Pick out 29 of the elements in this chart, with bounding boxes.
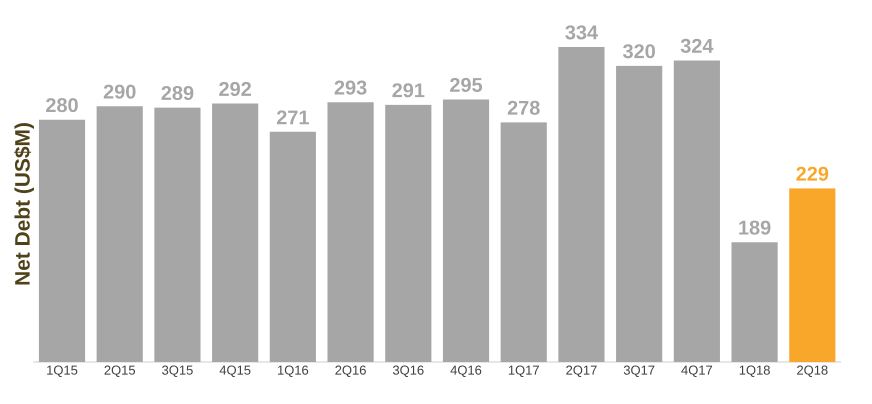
x-tick-label: 2Q16 [335, 366, 366, 378]
data-label: 280 [46, 98, 78, 112]
data-label: 271 [276, 110, 309, 124]
x-tick-label: 1Q18 [740, 366, 770, 378]
data-label: 229 [796, 166, 828, 181]
data-label: 292 [219, 82, 251, 96]
y-axis-title: Net Debt (US$M) [14, 123, 34, 285]
x-tick-label: 4Q15 [220, 366, 250, 378]
x-tick-label: 1Q17 [508, 366, 539, 378]
data-label: 334 [565, 25, 598, 40]
x-tick-label: 3Q16 [392, 366, 424, 378]
x-tick-label: 2Q18 [797, 366, 828, 378]
data-label: 293 [334, 80, 366, 95]
data-label: 289 [162, 86, 194, 100]
data-label: 324 [680, 38, 714, 53]
x-tick-label: 4Q17 [681, 366, 712, 378]
x-tick-label: 1Q16 [278, 366, 308, 378]
x-tick-label: 2Q17 [566, 366, 597, 378]
data-label: 290 [104, 84, 136, 99]
x-tick-label: 4Q16 [450, 366, 482, 378]
x-tick-label: 3Q15 [162, 366, 193, 378]
x-tick-label: 1Q15 [47, 366, 78, 378]
x-tick-label: 2Q15 [104, 366, 136, 378]
data-label: 291 [392, 83, 424, 98]
data-label: 320 [622, 44, 655, 58]
x-tick-label: 3Q17 [624, 366, 654, 378]
data-label: 295 [450, 78, 482, 92]
data-label: 189 [739, 220, 770, 235]
data-label: 278 [508, 100, 540, 115]
